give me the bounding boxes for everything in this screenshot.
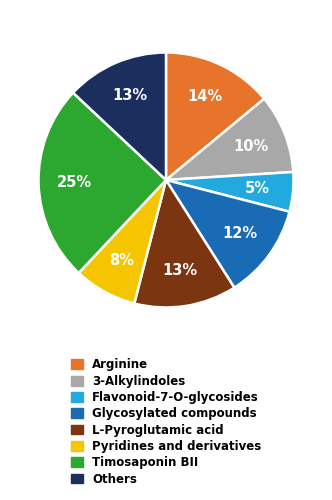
Wedge shape [73, 52, 166, 180]
Text: 12%: 12% [223, 226, 258, 242]
Text: 25%: 25% [57, 176, 92, 190]
Text: 13%: 13% [163, 263, 198, 278]
Wedge shape [39, 92, 166, 273]
Text: 13%: 13% [112, 88, 147, 104]
Wedge shape [166, 52, 264, 180]
Legend: Arginine, 3-Alkylindoles, Flavonoid-7-O-glycosides, Glycosylated compounds, L-Py: Arginine, 3-Alkylindoles, Flavonoid-7-O-… [67, 355, 265, 489]
Text: 8%: 8% [109, 253, 134, 268]
Wedge shape [166, 172, 293, 212]
Text: 14%: 14% [188, 90, 223, 104]
Wedge shape [166, 98, 293, 180]
Text: 10%: 10% [234, 138, 269, 154]
Wedge shape [166, 180, 290, 288]
Wedge shape [134, 180, 234, 308]
Text: 5%: 5% [245, 181, 270, 196]
Wedge shape [79, 180, 166, 304]
